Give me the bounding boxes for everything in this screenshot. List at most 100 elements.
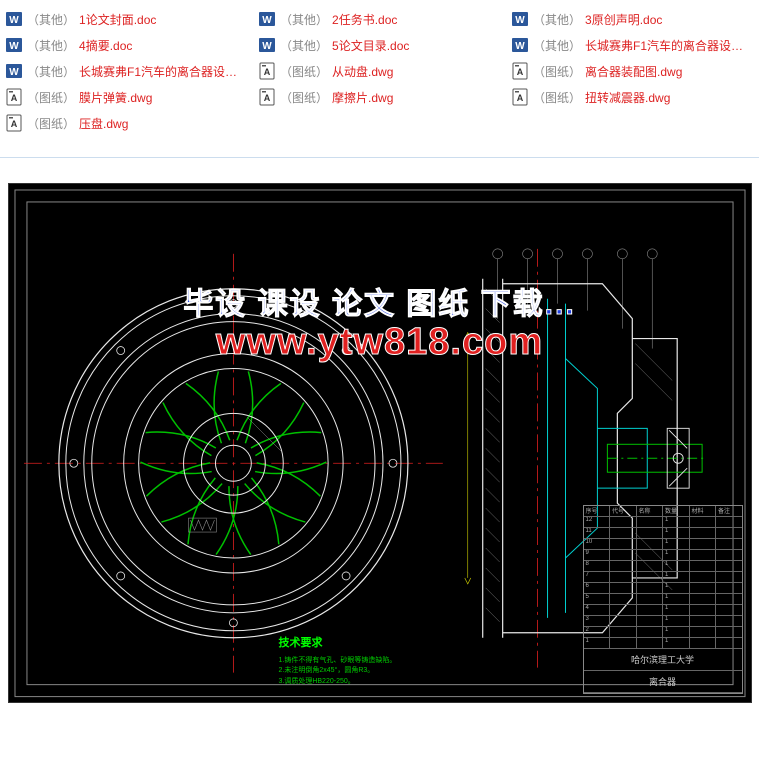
svg-text:A: A [517,67,524,77]
file-list: W（其他）1论文封面.docW（其他）2任务书.docW（其他）3原创声明.do… [0,0,759,142]
title-block-cell [690,517,717,527]
title-block-cell: 7 [584,572,611,582]
word-icon: W [5,36,23,54]
title-block-cell: 11 [584,528,611,538]
file-item[interactable]: A （图纸）压盘.dwg [5,114,248,132]
title-block-cell [690,627,717,637]
title-block-cell [690,561,717,571]
title-block-cell [690,638,717,648]
title-block-cell [716,594,742,604]
title-block-cell: 4 [584,605,611,615]
file-item[interactable]: W（其他）长城赛弗F1汽车的离合器设计开 [511,36,754,54]
title-block-cell [690,594,717,604]
title-block-row: 序号代号名称数量材料备注 [584,506,742,517]
svg-text:W: W [9,15,19,26]
word-icon: W [258,36,276,54]
title-block-cell: 1 [663,572,690,582]
title-block-cell: 2 [584,627,611,637]
file-name: 5论文目录.doc [332,37,409,54]
title-block-row: 121 [584,517,742,528]
title-block-cell: 3 [584,616,611,626]
file-item[interactable]: W（其他）2任务书.doc [258,10,501,28]
title-block-cell: 名称 [637,506,664,516]
file-category: （其他） [533,11,581,28]
title-block-cell: 1 [663,539,690,549]
title-block-cell: 9 [584,550,611,560]
title-block-cell [637,539,664,549]
file-item[interactable]: W（其他）3原创声明.doc [511,10,754,28]
svg-text:W: W [9,41,19,52]
title-block-cell: 1 [663,583,690,593]
svg-text:A: A [11,119,18,129]
title-block-cell: 6 [584,583,611,593]
title-block-cell [716,550,742,560]
title-block-cell [637,638,664,648]
title-block-cell [716,528,742,538]
title-block-row: 111 [584,528,742,539]
file-category: （图纸） [533,89,581,106]
title-block-cell [716,561,742,571]
dwg-icon: A [5,114,23,132]
title-block-cell [716,539,742,549]
word-icon: W [5,62,23,80]
file-item[interactable]: W （其他）长城赛弗F1汽车的离合器设计论 [5,62,248,80]
title-block-cell [610,572,637,582]
file-item[interactable]: W（其他）4摘要.doc [5,36,248,54]
title-block-cell [716,517,742,527]
file-name: 1论文封面.doc [79,11,156,28]
title-block-cell: 1 [663,594,690,604]
word-icon: W [5,10,23,28]
title-block-cell [610,517,637,527]
title-block-cell: 1 [663,517,690,527]
file-category: （其他） [27,63,75,80]
file-item[interactable]: A（图纸）从动盘.dwg [258,62,501,80]
file-name: 从动盘.dwg [332,63,393,80]
svg-text:W: W [515,41,525,52]
title-block-cell: 1 [663,528,690,538]
file-item[interactable]: A（图纸）膜片弹簧.dwg [5,88,248,106]
title-block-cell [637,550,664,560]
file-item[interactable]: A（图纸）扭转减震器.dwg [511,88,754,106]
file-item[interactable]: A（图纸）摩擦片.dwg [258,88,501,106]
file-category: （图纸） [533,63,581,80]
title-block-cell [637,528,664,538]
title-block-row: 51 [584,594,742,605]
title-block-cell: 5 [584,594,611,604]
file-item[interactable]: A（图纸）离合器装配图.dwg [511,62,754,80]
dwg-icon: A [511,62,529,80]
title-block-cell [690,605,717,615]
word-icon: W [258,10,276,28]
title-block-cell [610,594,637,604]
title-block-row: 61 [584,583,742,594]
file-category: （图纸） [27,115,75,132]
word-icon: W [511,36,529,54]
title-block-cell [690,550,717,560]
title-block-cell [610,605,637,615]
title-block-cell [610,616,637,626]
svg-text:W: W [9,67,19,78]
svg-text:A: A [11,93,18,103]
title-block-row: 21 [584,627,742,638]
cad-preview[interactable]: 技术要求 1.铸件不得有气孔、砂眼等铸造缺陷。 2.未注明倒角2x45°，圆角R… [8,183,752,703]
title-block-cell: 1 [663,638,690,648]
title-block-part: 离合器 [584,671,742,693]
title-block: 序号代号名称数量材料备注121111101918171615141312111哈… [583,505,743,694]
file-name: 压盘.dwg [79,115,128,132]
svg-text:A: A [264,93,271,103]
dwg-icon: A [258,88,276,106]
tech-note-line: 1.铸件不得有气孔、砂眼等铸造缺陷。 [279,656,397,667]
title-block-cell: 1 [663,627,690,637]
tech-note-line: 2.未注明倒角2x45°，圆角R3。 [279,666,397,677]
file-item[interactable]: W（其他）1论文封面.doc [5,10,248,28]
file-category: （其他） [533,37,581,54]
tech-notes-title: 技术要求 [279,635,397,652]
title-block-cell: 序号 [584,506,611,516]
title-block-cell: 1 [663,605,690,615]
title-block-cell [637,561,664,571]
title-block-cell [610,528,637,538]
title-block-cell: 代号 [610,506,637,516]
file-name: 长城赛弗F1汽车的离合器设计论 [79,63,248,80]
svg-text:W: W [515,15,525,26]
title-block-cell: 材料 [690,506,717,516]
file-item[interactable]: W（其他）5论文目录.doc [258,36,501,54]
